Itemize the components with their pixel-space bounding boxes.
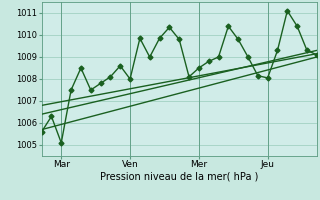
X-axis label: Pression niveau de la mer( hPa ): Pression niveau de la mer( hPa ) xyxy=(100,172,258,182)
